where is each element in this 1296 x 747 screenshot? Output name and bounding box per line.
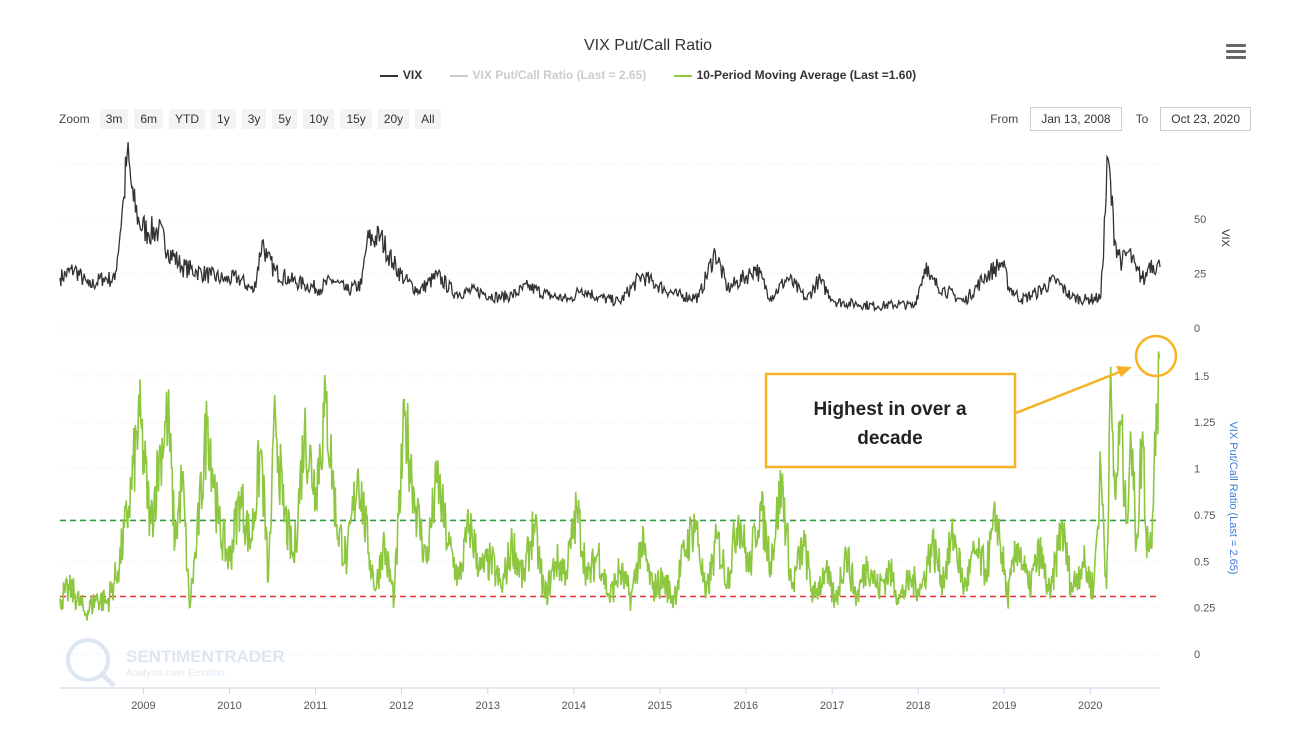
bottom-ytick-label: 0.25: [1194, 603, 1215, 615]
chart-title: VIX Put/Call Ratio: [583, 37, 713, 54]
watermark-magnifier-handle: [100, 672, 116, 688]
zoom-15y-button[interactable]: 15y: [340, 109, 372, 129]
annotation-box: [764, 372, 1017, 469]
watermark-brand: SENTIMENTRADER: [126, 647, 285, 666]
from-label: From: [990, 112, 1019, 126]
legend: VIX VIX Put/Call Ratio (Last = 2.65) 10-…: [0, 68, 1296, 82]
zoom-10y-button[interactable]: 10y: [303, 109, 335, 129]
x-tick-label: 2016: [734, 700, 758, 712]
legend-label-put-call-ratio: VIX Put/Call Ratio (Last = 2.65): [472, 68, 647, 82]
legend-label-moving-average: 10-Period Moving Average (Last =1.60): [696, 68, 917, 82]
legend-item-moving-average[interactable]: 10-Period Moving Average (Last =1.60): [673, 68, 917, 82]
bottom-ytick-label: 1.5: [1194, 371, 1209, 383]
x-tick-label: 2020: [1078, 700, 1102, 712]
x-tick-label: 2015: [648, 700, 672, 712]
to-date-input[interactable]: Oct 23, 2020: [1160, 107, 1251, 131]
series-layer: [59, 142, 1161, 621]
legend-item-put-call-ratio[interactable]: VIX Put/Call Ratio (Last = 2.65): [449, 68, 647, 82]
menu-bar-3: [1226, 56, 1246, 59]
x-tick-label: 2010: [217, 700, 241, 712]
zoom-label: Zoom: [59, 112, 90, 126]
x-tick-label: 2012: [389, 700, 413, 712]
top-ytick-label: 0: [1194, 323, 1200, 335]
legend-swatch-moving-average: [673, 74, 692, 77]
zoom-20y-button[interactable]: 20y: [377, 109, 410, 129]
bottom-ytick-label: 0: [1194, 649, 1200, 661]
hamburger-menu-icon[interactable]: [1226, 44, 1246, 60]
watermark-tagline: Analysis over Emotion: [126, 668, 225, 679]
bottom-yaxis-label: VIX Put/Call Ratio (Last = 2.65): [1227, 421, 1239, 574]
from-date-input[interactable]: Jan 13, 2008: [1030, 107, 1122, 131]
menu-bar-1: [1226, 44, 1246, 47]
zoom-5y-button[interactable]: 5y: [272, 109, 298, 129]
x-tick-label: 2013: [476, 700, 500, 712]
annotation-arrow-head: [1116, 366, 1132, 377]
annotation-arrow-line: [1015, 369, 1123, 415]
bottom-ytick-label: 0.5: [1194, 556, 1209, 568]
zoom-controls: Zoom 3m 6m YTD 1y 3y 5y 10y 15y 20y All: [59, 108, 441, 130]
to-label: To: [1135, 112, 1149, 126]
series-line-moving-average: [59, 351, 1161, 621]
top-yaxis-label: VIX: [1219, 229, 1231, 247]
menu-bar-2: [1226, 50, 1246, 53]
zoom-3m-button[interactable]: 3m: [99, 109, 129, 129]
zoom-all-button[interactable]: All: [415, 109, 441, 129]
annotation-text-line2: decade: [857, 428, 922, 449]
x-tick-label: 2019: [992, 700, 1016, 712]
top-ytick-label: 50: [1194, 214, 1206, 226]
bottom-ytick-label: 0.75: [1194, 510, 1215, 522]
date-range-controls: From Jan 13, 2008 To Oct 23, 2020: [990, 107, 1251, 131]
legend-swatch-put-call-ratio: [449, 74, 468, 77]
zoom-ytd-button[interactable]: YTD: [169, 109, 206, 129]
bottom-ytick-label: 1.25: [1194, 417, 1215, 429]
zoom-1y-button[interactable]: 1y: [211, 109, 236, 129]
zoom-6m-button[interactable]: 6m: [134, 109, 164, 129]
watermark-magnifier-icon: [66, 638, 110, 682]
x-tick-label: 2009: [131, 700, 155, 712]
annotation-highlight-circle: [1134, 334, 1178, 378]
x-tick-label: 2018: [906, 700, 930, 712]
annotation: Highest in over a decade: [764, 334, 1178, 469]
series-line-vix: [59, 142, 1161, 313]
axes: 0 25 50 VIX 0 0.25 0.5 0.75 1 1.25 1.5 VIX Put/Call…: [60, 214, 1239, 712]
legend-label-vix: VIX: [402, 68, 423, 82]
annotation-text-line1: Highest in over a: [813, 399, 967, 420]
x-tick-label: 2011: [304, 700, 328, 712]
legend-swatch-vix: [379, 74, 398, 77]
bottom-ytick-label: 1: [1194, 464, 1200, 476]
x-tick-label: 2017: [820, 700, 844, 712]
zoom-3y-button[interactable]: 3y: [241, 109, 267, 129]
legend-item-vix[interactable]: VIX: [379, 68, 423, 82]
x-tick-label: 2014: [562, 700, 586, 712]
watermark: SENTIMENTRADER Analysis over Emotion: [66, 638, 285, 688]
top-ytick-label: 25: [1194, 269, 1206, 281]
